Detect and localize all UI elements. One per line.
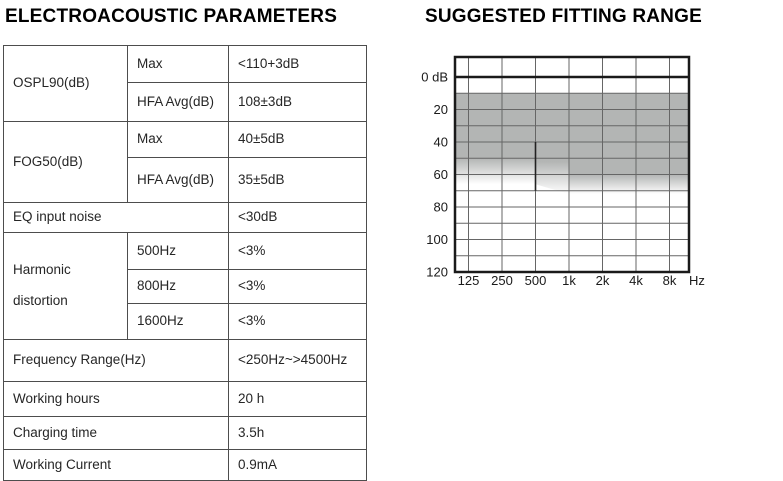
param-cell: 1600Hz xyxy=(127,303,229,340)
param-cell: 800Hz xyxy=(127,269,229,304)
x-axis-tick-label: 4k xyxy=(629,273,643,288)
group-cell: Charging time xyxy=(3,416,229,450)
group-cell: Working hours xyxy=(3,381,229,417)
value-cell: <3% xyxy=(228,232,367,270)
y-axis-tick-label: 0 dB xyxy=(421,70,448,85)
electroacoustic-parameters-table: OSPL90(dB) Max <110+3dB HFA Avg(dB) 108±… xyxy=(3,45,367,481)
fitting-region-fade xyxy=(455,142,536,185)
group-cell: FOG50(dB) xyxy=(3,121,128,203)
table-row: Frequency Range(Hz) <250Hz~>4500Hz xyxy=(3,339,367,382)
table-row: HFA Avg(dB) 108±3dB xyxy=(4,82,367,122)
table-row: Working hours 20 h xyxy=(3,381,367,417)
value-cell: 108±3dB xyxy=(228,82,367,122)
value-cell: 3.5h xyxy=(228,416,367,450)
fitting-region-solid xyxy=(455,93,689,142)
param-cell: Max xyxy=(127,45,229,83)
x-axis-tick-label: 500 xyxy=(525,273,547,288)
y-axis-tick-label: 20 xyxy=(434,102,448,117)
param-cell: HFA Avg(dB) xyxy=(127,157,229,203)
param-cell: HFA Avg(dB) xyxy=(127,82,229,122)
suggested-fitting-range-title: SUGGESTED FITTING RANGE xyxy=(425,6,702,27)
table-row: 1600Hz <3% xyxy=(4,303,367,340)
table-row: Working Current 0.9mA xyxy=(3,449,367,481)
group-cell: Harmonic distortion xyxy=(3,232,128,340)
y-axis-tick-label: 40 xyxy=(434,135,448,150)
x-axis-tick-label: 1k xyxy=(562,273,576,288)
table-row: EQ input noise <30dB xyxy=(3,202,367,233)
plot-frame xyxy=(453,55,691,274)
value-cell: <3% xyxy=(228,269,367,304)
value-cell: <250Hz~>4500Hz xyxy=(228,339,367,382)
value-cell: <30dB xyxy=(228,202,367,233)
fitting-range-chart: 0 dB 20 40 60 80 100 120 125 250 500 1k 2k 4k 8k Hz xyxy=(421,55,705,288)
fitting-region-fade xyxy=(535,142,569,194)
table-row: FOG50(dB) Max 40±5dB xyxy=(3,121,367,203)
value-cell: 40±5dB xyxy=(228,121,367,158)
x-axis-tick-label: 8k xyxy=(663,273,677,288)
y-axis-tick-label: 120 xyxy=(426,265,448,280)
group-label-line: Harmonic xyxy=(13,262,71,278)
y-axis-tick-label: 60 xyxy=(434,167,448,182)
group-cell: Frequency Range(Hz) xyxy=(3,339,229,382)
value-cell: 20 h xyxy=(228,381,367,417)
group-cell: OSPL90(dB) xyxy=(3,45,128,122)
param-cell: 500Hz xyxy=(127,232,229,270)
x-axis-tick-label: 125 xyxy=(458,273,480,288)
x-axis-tick-label: 2k xyxy=(596,273,610,288)
value-cell: 35±5dB xyxy=(228,157,367,203)
value-cell: <110+3dB xyxy=(228,45,367,83)
table-row: 800Hz <3% xyxy=(4,269,367,304)
value-cell: <3% xyxy=(228,303,367,340)
group-cell: Working Current xyxy=(3,449,229,481)
x-axis-unit-label: Hz xyxy=(689,273,705,288)
y-axis-tick-label: 80 xyxy=(434,200,448,215)
table-row: OSPL90(dB) Max <110+3dB xyxy=(3,45,367,122)
table-row: HFA Avg(dB) 35±5dB xyxy=(4,157,367,203)
table-row: Charging time 3.5h xyxy=(3,416,367,450)
y-axis-tick-label: 100 xyxy=(426,232,448,247)
electroacoustic-parameters-title: ELECTROACOUSTIC PARAMETERS xyxy=(5,6,338,27)
x-axis-tick-label: 250 xyxy=(491,273,513,288)
fitting-region-fade xyxy=(569,142,689,194)
param-cell: Max xyxy=(127,121,229,158)
value-cell: 0.9mA xyxy=(228,449,367,481)
group-cell: EQ input noise xyxy=(3,202,229,233)
group-label-line: distortion xyxy=(13,293,68,308)
table-row: Harmonic distortion 500Hz <3% xyxy=(3,232,367,340)
